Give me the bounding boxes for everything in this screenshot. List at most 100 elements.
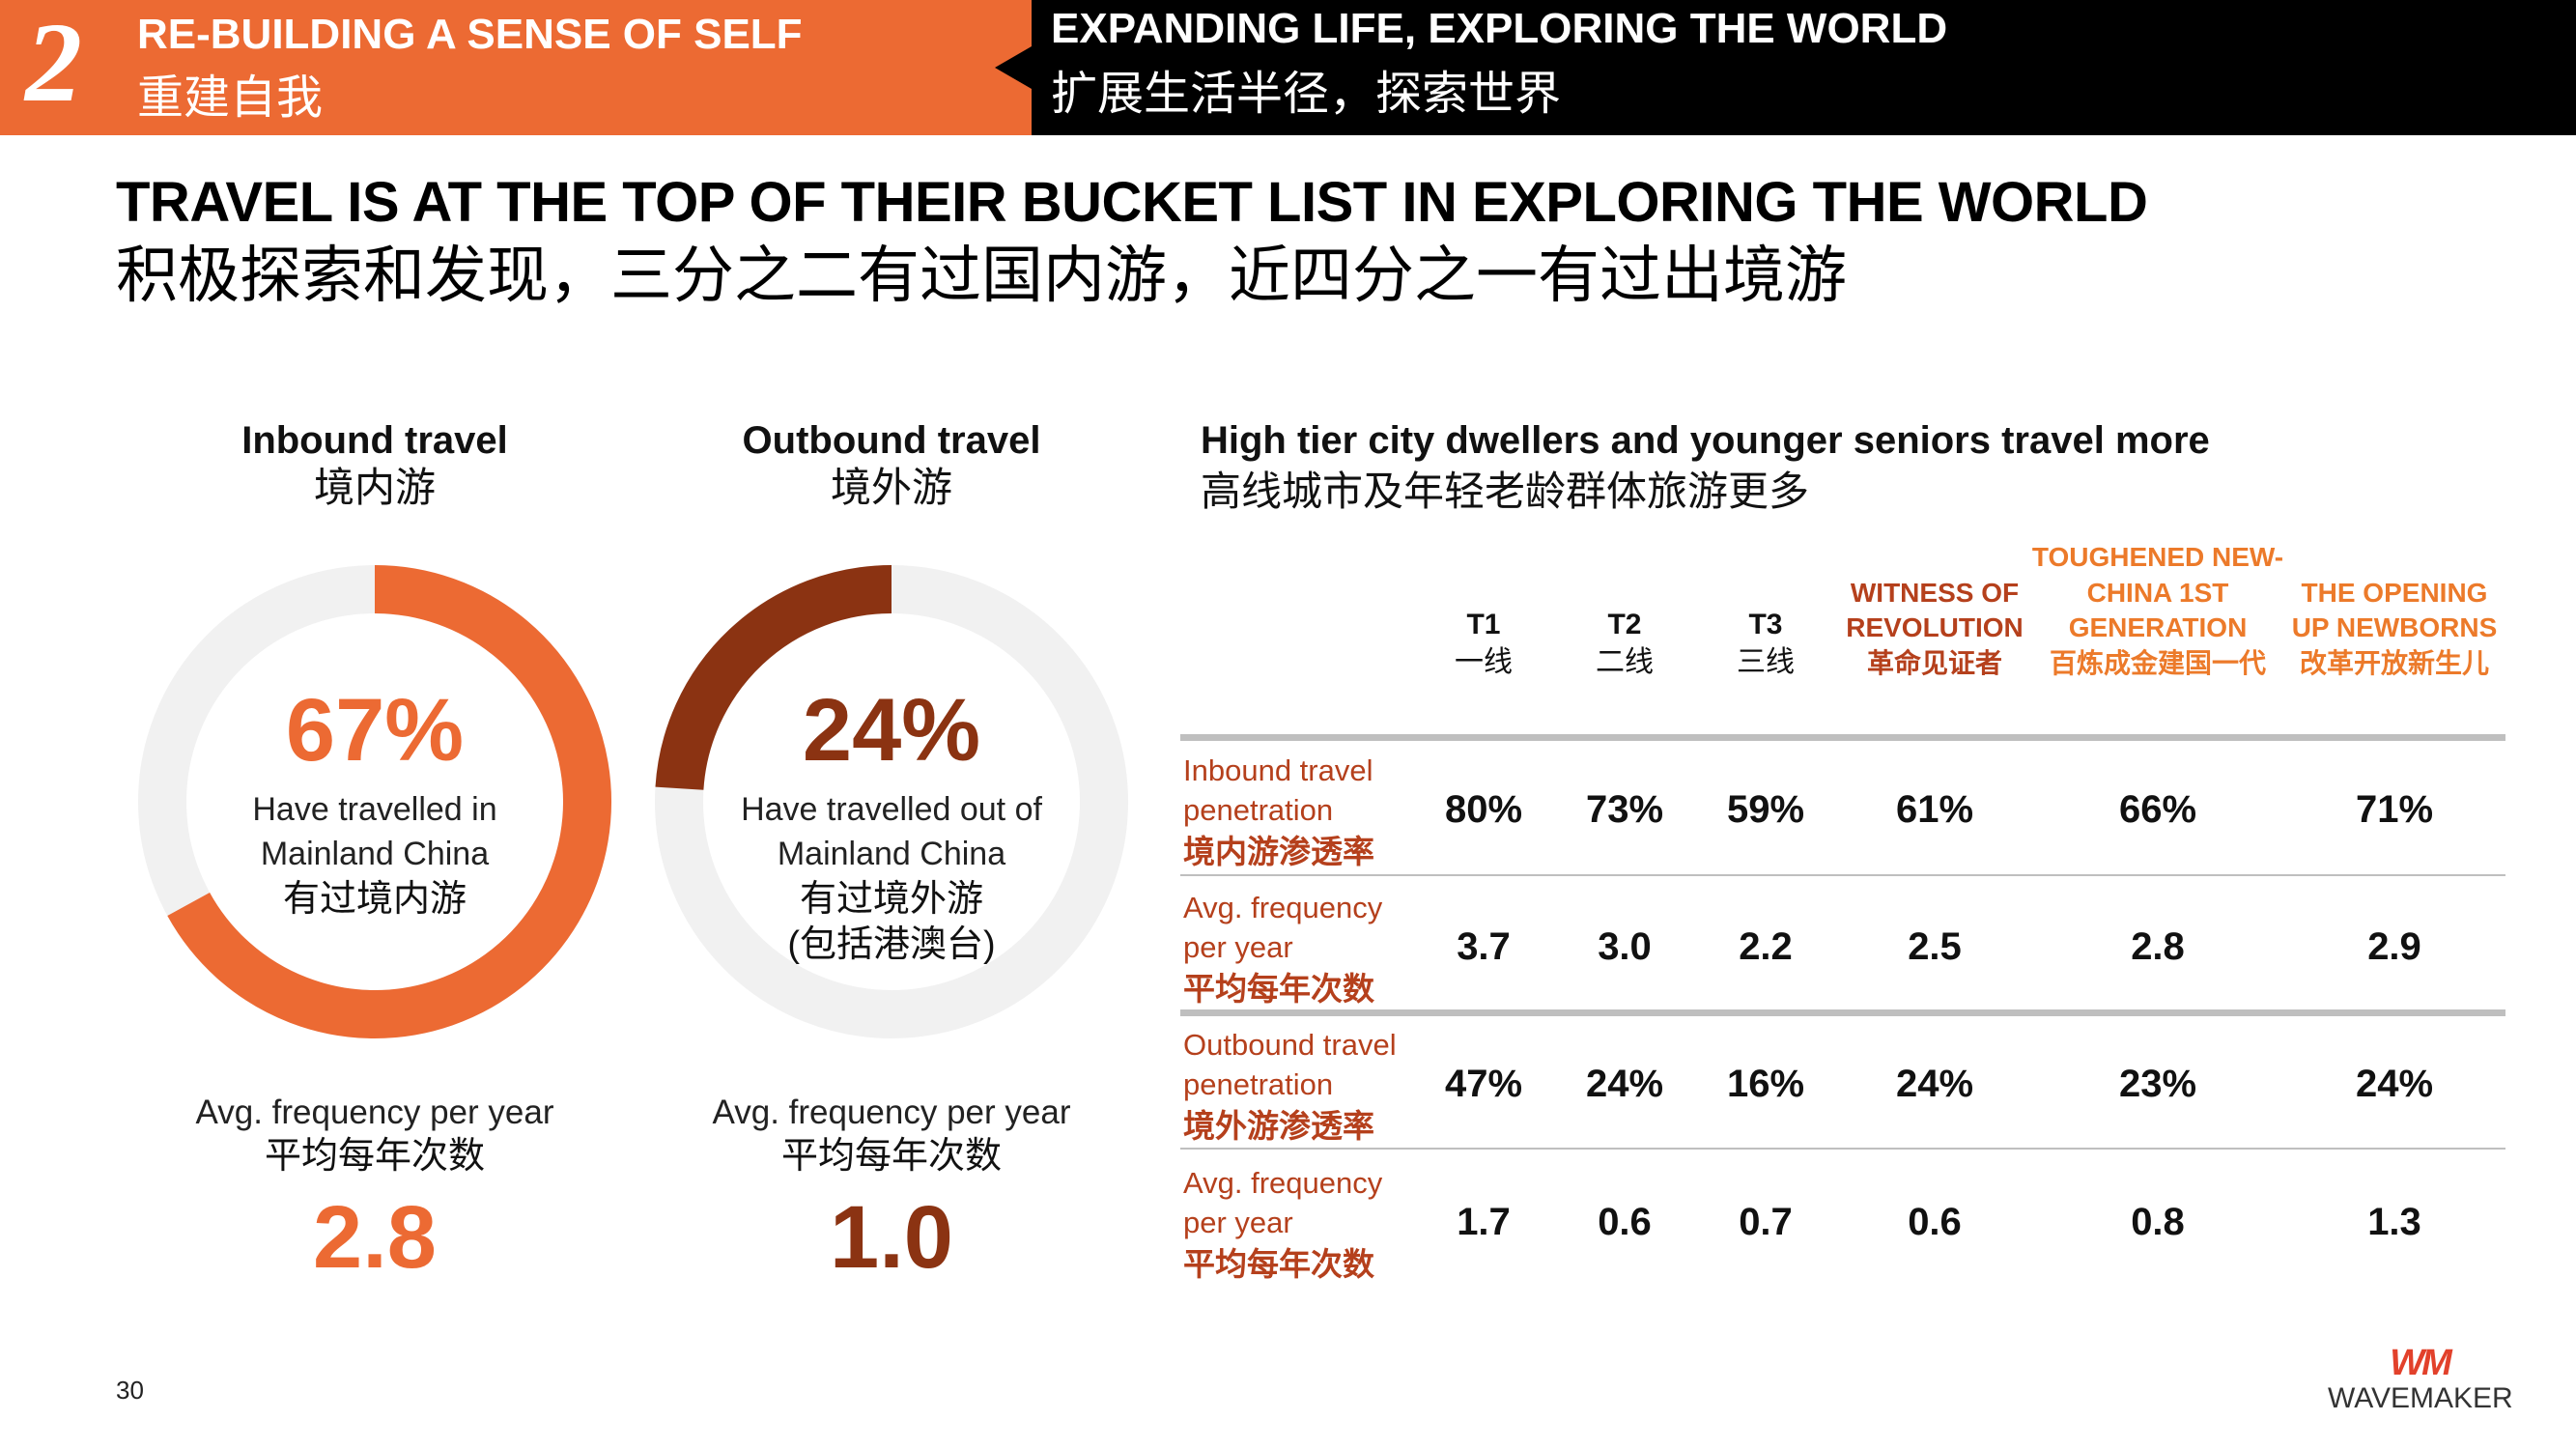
table-cell: 2.9 (2367, 925, 2421, 968)
table-cell: 2.2 (1739, 925, 1793, 968)
row-2-label-zh: 境外游渗透率 (1183, 1107, 1374, 1144)
inbound-donut-center: 67% Have travelled in Mainland China 有过境… (133, 686, 616, 923)
table-cell: 80% (1444, 788, 1523, 831)
outbound-label-zh-2: (包括港澳台) (787, 924, 996, 966)
column-header-4-line-2: GENERATION (2068, 612, 2248, 643)
row-label-0: Inbound travel penetration 境内游渗透率 (1183, 752, 1434, 872)
table-cell: 47% (1444, 1063, 1523, 1105)
outbound-title-zh: 境外游 (830, 465, 952, 510)
inbound-freq-value: 2.8 (313, 1188, 437, 1288)
table-cell: 24% (2355, 1063, 2434, 1105)
subsection-title-en: EXPANDING LIFE, EXPLORING THE WORLD (1051, 5, 1948, 52)
inbound-freq-label-zh: 平均每年次数 (264, 1135, 485, 1177)
column-header-5-zh: 改革开放新生儿 (2299, 647, 2489, 678)
column-header-4: TOUGHENED NEW- CHINA 1ST GENERATION 百炼成金建国一… (2027, 540, 2288, 681)
outbound-label-zh-1: 有过境外游 (799, 878, 983, 920)
column-header-5-line-1: UP NEWBORNS (2291, 612, 2498, 643)
wavemaker-logo-text: WAVEMAKER (2328, 1382, 2513, 1414)
row-1-label-1: Avg. frequency (1183, 891, 1383, 924)
inbound-donut-chart (138, 565, 611, 1038)
outbound-heading: Outbound travel 境外游 (640, 417, 1143, 512)
inbound-label-en-2: Mainland China (260, 835, 490, 872)
column-header-3-line-0: WITNESS OF (1850, 577, 2020, 608)
table-divider (1180, 874, 2505, 876)
row-1-label-zh: 平均每年次数 (1183, 970, 1374, 1007)
column-header-5-line-0: THE OPENING (2301, 577, 2488, 608)
table-cell: 59% (1726, 788, 1805, 831)
outbound-donut-chart (655, 565, 1128, 1038)
column-header-2: T3 三线 (1698, 606, 1833, 681)
table-cell: 16% (1726, 1063, 1805, 1105)
wavemaker-logo-mark: WM (2390, 1343, 2452, 1383)
table-cell: 61% (1895, 788, 1974, 831)
table-cell: 0.6 (1908, 1201, 1962, 1243)
row-label-1: Avg. frequency per year 平均每年次数 (1183, 889, 1434, 1009)
section-title-en: RE-BUILDING A SENSE OF SELF (137, 11, 803, 58)
outbound-percent: 24% (802, 681, 981, 780)
table-cell: 0.6 (1598, 1201, 1652, 1243)
page-title-en: TRAVEL IS AT THE TOP OF THEIR BUCKET LIS… (116, 171, 2148, 234)
column-header-1-line-0: T2 (1607, 609, 1642, 640)
row-1-label-2: per year (1183, 929, 1293, 964)
column-header-2-zh: 三线 (1737, 646, 1795, 678)
row-2-label-2: penetration (1183, 1066, 1334, 1101)
outbound-label-en-1: Have travelled out of (741, 791, 1042, 828)
table-divider (1180, 734, 2505, 741)
table-cell: 24% (1895, 1063, 1974, 1105)
page-title-zh: 积极探索和发现，三分之二有过国内游，近四分之一有过出境游 (116, 241, 1847, 310)
row-3-label-1: Avg. frequency (1183, 1166, 1383, 1200)
table-divider (1180, 1148, 2505, 1150)
outbound-donut-center: 24% Have travelled out of Mainland China… (650, 686, 1133, 969)
table-cell: 23% (2118, 1063, 2197, 1105)
inbound-label-en-1: Have travelled in (252, 791, 497, 828)
table-divider (1180, 1009, 2505, 1016)
column-header-3: WITNESS OF REVOLUTION 革命见证者 (1804, 576, 2065, 681)
column-header-1-zh: 二线 (1596, 646, 1654, 678)
table-cell: 2.5 (1908, 925, 1962, 968)
header-arrow-icon (995, 46, 1032, 89)
table-cell: 1.7 (1457, 1201, 1511, 1243)
column-header-1: T2 二线 (1557, 606, 1692, 681)
inbound-title-en: Inbound travel (241, 419, 508, 462)
outbound-freq-value: 1.0 (830, 1188, 953, 1288)
column-header-0: T1 一线 (1416, 606, 1551, 681)
column-header-4-line-0: TOUGHENED NEW- (2031, 542, 2284, 573)
inbound-donut-arc (167, 565, 611, 1038)
inbound-label-zh: 有过境内游 (282, 878, 467, 920)
table-title-en: High tier city dwellers and younger seni… (1201, 419, 2210, 462)
inbound-percent: 67% (285, 681, 465, 780)
header-left-band (0, 0, 1032, 135)
column-header-0-line-0: T1 (1466, 609, 1501, 640)
column-header-2-line-0: T3 (1748, 609, 1783, 640)
row-2-label-1: Outbound travel (1183, 1028, 1397, 1062)
table-cell: 0.7 (1739, 1201, 1793, 1243)
table-cell: 66% (2118, 788, 2197, 831)
table-cell: 73% (1585, 788, 1664, 831)
row-3-label-2: per year (1183, 1205, 1293, 1239)
table-cell: 0.8 (2131, 1201, 2185, 1243)
subsection-title-zh: 扩展生活半径，探索世界 (1051, 69, 1562, 120)
inbound-title-zh: 境内游 (313, 465, 436, 510)
row-0-label-1: Inbound travel (1183, 753, 1373, 787)
outbound-freq-label-en: Avg. frequency per year (712, 1094, 1071, 1131)
section-title-zh: 重建自我 (137, 72, 324, 124)
row-3-label-zh: 平均每年次数 (1183, 1245, 1374, 1282)
header-right-band (1032, 0, 2576, 135)
table-cell: 1.3 (2367, 1201, 2421, 1243)
row-0-label-2: penetration (1183, 792, 1334, 827)
row-0-label-zh: 境内游渗透率 (1183, 833, 1374, 869)
outbound-label-en-2: Mainland China (777, 835, 1006, 872)
outbound-donut-arc (655, 565, 892, 791)
column-header-5: THE OPENING UP NEWBORNS 改革开放新生儿 (2264, 576, 2525, 681)
inbound-frequency: Avg. frequency per year 平均每年次数 2.8 (104, 1092, 645, 1287)
inbound-heading: Inbound travel 境内游 (124, 417, 626, 512)
table-title-zh: 高线城市及年轻老龄群体旅游更多 (1201, 469, 1810, 514)
outbound-frequency: Avg. frequency per year 平均每年次数 1.0 (621, 1092, 1162, 1287)
section-number: 2 (25, 0, 82, 126)
wavemaker-logo: WM WAVEMAKER (2328, 1343, 2513, 1416)
column-header-4-line-1: CHINA 1ST (2086, 577, 2229, 608)
row-label-3: Avg. frequency per year 平均每年次数 (1183, 1164, 1434, 1285)
inbound-freq-label-en: Avg. frequency per year (195, 1094, 554, 1131)
table-cell: 24% (1585, 1063, 1664, 1105)
column-header-3-line-1: REVOLUTION (1846, 612, 2024, 643)
